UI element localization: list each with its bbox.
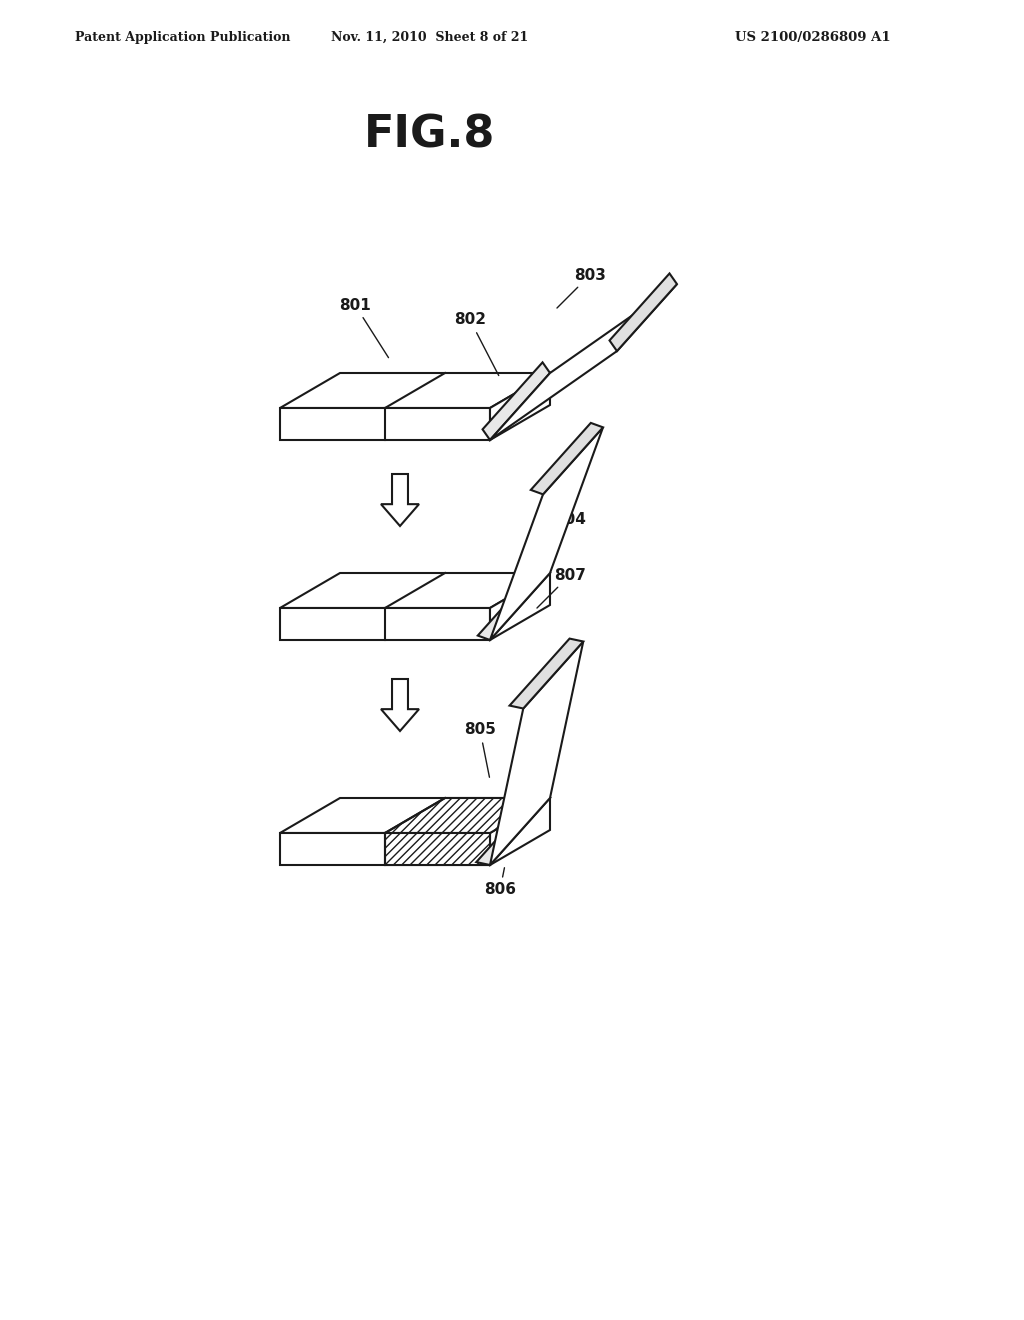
Polygon shape [476,795,550,865]
Polygon shape [478,569,550,640]
Polygon shape [280,833,490,865]
Polygon shape [385,833,490,865]
Polygon shape [280,374,550,408]
Polygon shape [490,642,584,865]
Text: 806: 806 [484,867,516,898]
Polygon shape [490,573,550,640]
Text: 802: 802 [454,313,499,375]
Polygon shape [490,284,677,440]
Polygon shape [530,422,603,495]
Polygon shape [280,609,490,640]
Polygon shape [381,474,419,525]
Text: US 2100/0286809 A1: US 2100/0286809 A1 [735,30,891,44]
Text: 804: 804 [540,512,586,573]
Text: Nov. 11, 2010  Sheet 8 of 21: Nov. 11, 2010 Sheet 8 of 21 [332,30,528,44]
Polygon shape [490,428,603,640]
Text: 805: 805 [464,722,496,777]
Polygon shape [482,363,550,440]
Polygon shape [490,374,550,440]
Polygon shape [280,799,550,833]
Polygon shape [510,639,584,709]
Text: 803: 803 [557,268,606,308]
Polygon shape [490,799,550,865]
Polygon shape [280,408,490,440]
Polygon shape [385,799,550,833]
Polygon shape [381,678,419,731]
Text: 807: 807 [537,568,586,609]
Text: FIG.8: FIG.8 [365,114,496,157]
Text: Patent Application Publication: Patent Application Publication [75,30,291,44]
Polygon shape [609,273,677,351]
Polygon shape [280,573,550,609]
Text: 801: 801 [339,297,388,358]
